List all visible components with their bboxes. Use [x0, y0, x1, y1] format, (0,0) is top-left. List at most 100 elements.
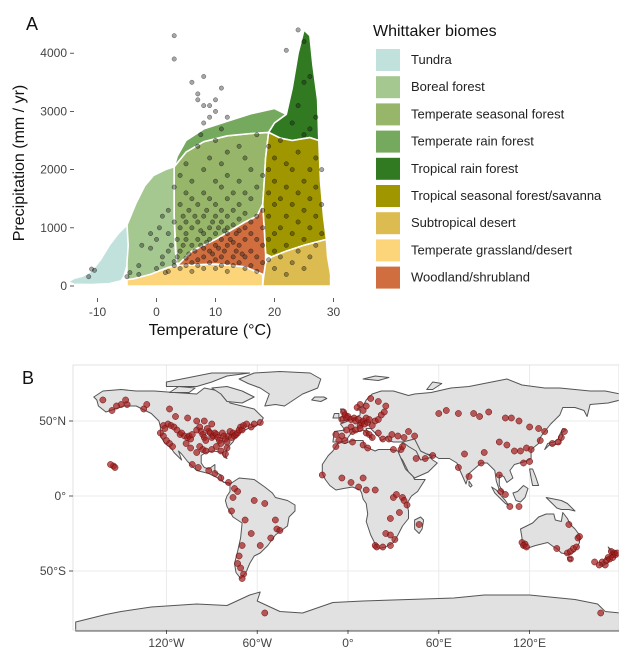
- site-point: [213, 213, 218, 219]
- site-point: [289, 260, 295, 266]
- site-point: [307, 167, 313, 173]
- location-point: [200, 417, 208, 425]
- site-point: [236, 143, 242, 149]
- site-point: [307, 254, 313, 260]
- site-point: [239, 251, 245, 257]
- site-point: [260, 225, 266, 231]
- location-point: [99, 396, 107, 404]
- site-point: [313, 242, 319, 248]
- site-point: [136, 271, 142, 277]
- site-point: [272, 248, 277, 254]
- map-frame: [72, 364, 619, 631]
- location-point: [234, 488, 241, 495]
- a-x-axis-title: Temperature (°C): [149, 322, 272, 339]
- location-point: [353, 404, 361, 411]
- site-point: [213, 242, 218, 248]
- site-point: [272, 155, 277, 161]
- site-point: [201, 190, 207, 196]
- site-point: [218, 236, 224, 242]
- site-point: [260, 207, 266, 213]
- location-point: [380, 408, 388, 416]
- a-x-tick-label: 20: [268, 305, 282, 319]
- site-point: [254, 268, 260, 274]
- site-point: [171, 263, 177, 269]
- location-point: [368, 434, 376, 441]
- site-point: [124, 274, 130, 280]
- site-point: [186, 251, 192, 257]
- site-point: [218, 207, 224, 213]
- site-point: [248, 196, 254, 202]
- site-point: [154, 266, 159, 271]
- location-point: [541, 428, 549, 435]
- site-point: [230, 222, 236, 228]
- site-point: [159, 261, 165, 267]
- a-y-tick-label: 4000: [40, 46, 67, 60]
- location-point: [399, 443, 406, 450]
- land-iceland: [311, 396, 328, 402]
- site-point: [224, 242, 230, 248]
- location-point: [243, 420, 250, 428]
- location-point: [364, 444, 372, 452]
- a-x-tick-label: 30: [327, 305, 341, 319]
- location-point: [411, 432, 418, 440]
- site-point: [207, 260, 213, 266]
- location-point: [591, 558, 598, 566]
- location-point: [394, 432, 402, 440]
- location-point: [341, 437, 349, 444]
- legend-swatch: [376, 76, 400, 99]
- site-point: [266, 257, 272, 263]
- site-point: [201, 167, 207, 173]
- site-point: [283, 271, 289, 277]
- site-point: [171, 219, 177, 225]
- location-point: [356, 425, 364, 432]
- location-point: [343, 426, 350, 434]
- site-point: [248, 167, 254, 173]
- location-point: [388, 431, 396, 438]
- site-point: [236, 242, 242, 248]
- location-point: [250, 420, 258, 428]
- site-point: [216, 245, 221, 251]
- site-point: [266, 143, 272, 149]
- site-point: [224, 260, 230, 266]
- site-point: [295, 248, 301, 254]
- location-point: [465, 473, 473, 480]
- location-point: [497, 488, 505, 495]
- location-point: [613, 549, 619, 557]
- location-point: [332, 431, 340, 438]
- location-point: [502, 491, 509, 498]
- location-point: [508, 414, 515, 422]
- site-point: [213, 257, 218, 263]
- location-point: [223, 444, 231, 452]
- location-point: [335, 437, 343, 444]
- site-point: [283, 242, 289, 248]
- location-point: [435, 410, 443, 417]
- site-point: [224, 231, 230, 237]
- site-point: [266, 190, 272, 196]
- site-point: [233, 231, 239, 237]
- site-point: [189, 196, 195, 202]
- land-greenland: [238, 371, 322, 407]
- site-point: [301, 207, 307, 213]
- site-point: [218, 219, 224, 225]
- location-point: [553, 545, 561, 552]
- site-point: [295, 190, 301, 196]
- a-y-ticks: 0 1000 2000 3000 4000: [40, 46, 74, 293]
- location-point: [523, 444, 530, 452]
- site-point: [213, 138, 218, 143]
- location-point: [194, 464, 202, 471]
- site-point: [213, 97, 218, 103]
- site-point: [86, 274, 92, 280]
- location-point: [374, 398, 382, 405]
- land-sri-lanka: [468, 480, 473, 488]
- a-y-axis-title: Precipitation (mm / yr): [11, 85, 28, 241]
- location-point: [261, 609, 269, 617]
- location-point: [526, 423, 533, 431]
- location-point: [476, 413, 483, 420]
- location-point: [520, 459, 527, 467]
- site-point: [92, 267, 97, 273]
- location-point: [461, 450, 468, 458]
- site-point: [189, 268, 195, 274]
- location-point: [576, 533, 583, 540]
- legend-label: Subtropical desert: [411, 215, 516, 230]
- site-point: [272, 231, 277, 237]
